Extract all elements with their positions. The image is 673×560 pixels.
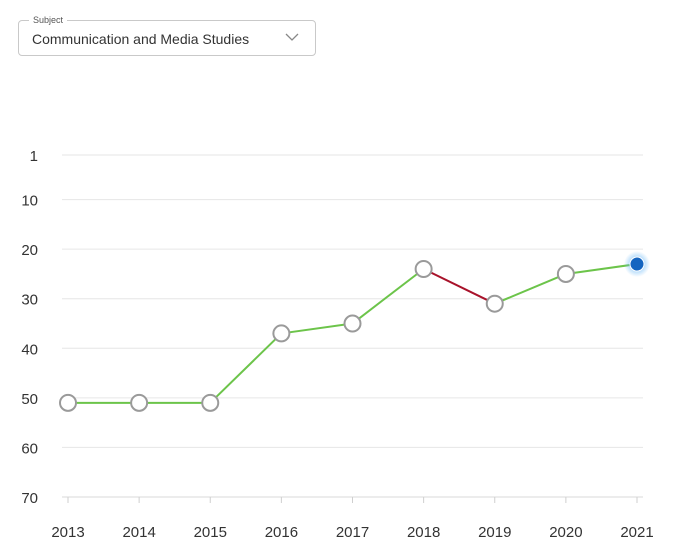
series-segment-2019-2020 [494, 273, 567, 305]
y-tick-label-40: 40 [21, 341, 38, 358]
x-tick-label-2018: 2018 [407, 524, 440, 541]
x-tick-label-2020: 2020 [549, 524, 582, 541]
series-segment-2017-2018 [351, 268, 425, 325]
y-tick-label-10: 10 [21, 193, 38, 210]
y-tick-label-20: 20 [21, 242, 38, 259]
data-point-2013 [59, 393, 77, 412]
y-tick-label-1: 1 [30, 148, 38, 165]
x-tick-label-2021: 2021 [620, 524, 653, 541]
data-point-2020 [556, 264, 575, 283]
data-point-2021 [629, 256, 645, 272]
series-segment-2015-2016 [209, 332, 283, 404]
subject-select-value: Communication and Media Studies [32, 31, 250, 47]
x-tick-label-2017: 2017 [336, 524, 369, 541]
data-point-2015 [201, 393, 220, 412]
data-point-2019 [485, 294, 504, 313]
x-tick-label-2015: 2015 [194, 524, 227, 541]
data-point-2016 [272, 324, 291, 343]
x-tick-label-2013: 2013 [51, 524, 84, 541]
chevron-down-icon [285, 33, 299, 41]
subject-select[interactable]: Subject Communication and Media Studies [18, 14, 316, 56]
subject-select-legend: Subject [29, 14, 68, 26]
data-point-2017 [343, 314, 362, 333]
series-segment-2018-2019 [423, 268, 496, 305]
y-tick-label-50: 50 [21, 391, 38, 408]
x-tick-label-2016: 2016 [265, 524, 298, 541]
data-point-2014 [130, 393, 149, 412]
x-tick-label-2014: 2014 [122, 524, 155, 541]
series-segment-2016-2017 [281, 322, 353, 335]
x-tick-label-2019: 2019 [478, 524, 511, 541]
y-tick-label-60: 60 [21, 440, 38, 457]
data-point-2018 [414, 260, 433, 278]
y-tick-label-70: 70 [21, 490, 38, 507]
y-tick-label-30: 30 [21, 292, 38, 309]
